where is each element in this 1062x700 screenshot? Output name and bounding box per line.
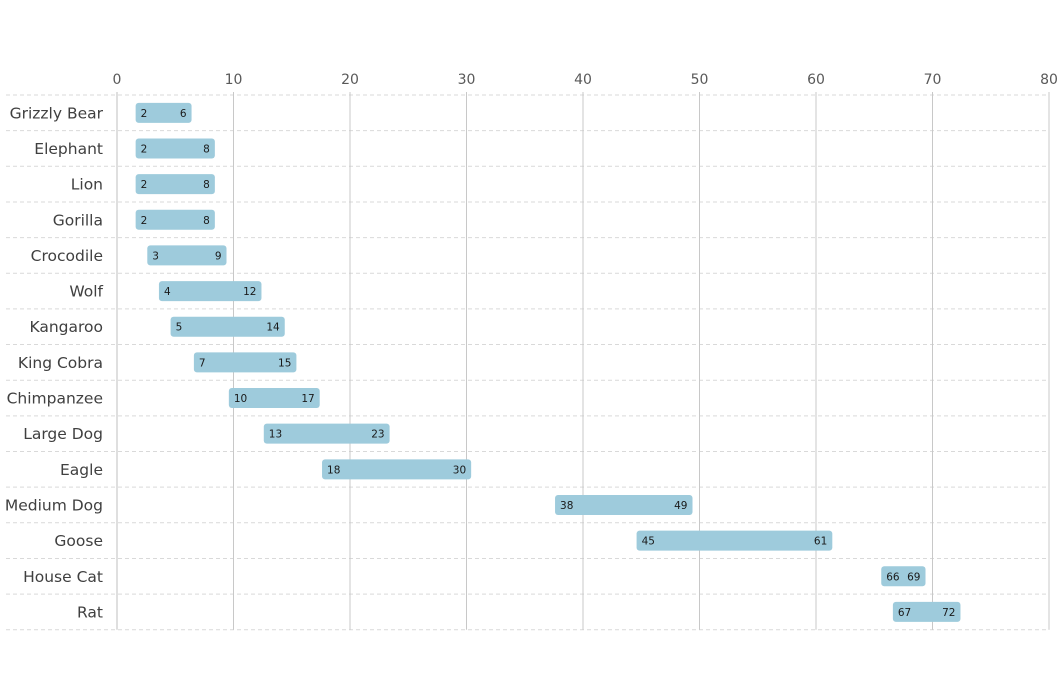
bar-end-label: 72 bbox=[942, 607, 955, 619]
x-tick-label: 50 bbox=[691, 72, 709, 88]
bar-end-label: 30 bbox=[453, 464, 466, 476]
range-bar bbox=[228, 388, 320, 409]
range-bar bbox=[135, 138, 215, 159]
range-bar bbox=[135, 102, 192, 123]
category-label: Wolf bbox=[69, 283, 103, 301]
category-label: House Cat bbox=[23, 568, 103, 586]
x-tick-label: 30 bbox=[458, 72, 476, 88]
bar-end-label: 61 bbox=[814, 536, 827, 548]
bar-end-label: 17 bbox=[301, 393, 314, 405]
bar-end-label: 15 bbox=[278, 357, 291, 369]
category-label: Grizzly Bear bbox=[10, 104, 104, 122]
x-tick-label: 0 bbox=[113, 72, 122, 88]
category-label: Lion bbox=[71, 176, 103, 194]
range-bar bbox=[881, 566, 926, 587]
category-label: Goose bbox=[54, 532, 103, 550]
category-label: Rat bbox=[77, 603, 103, 621]
bar-start-label: 10 bbox=[234, 393, 247, 405]
bar-end-label: 14 bbox=[266, 322, 280, 334]
range-bar bbox=[555, 494, 693, 515]
category-label: Large Dog bbox=[23, 425, 103, 443]
label-layer: 0 10 20 30 40 50 60 70 80 Grizzly Bear 2 6 Elephant 2… bbox=[5, 72, 1058, 621]
bar-end-label: 12 bbox=[243, 286, 256, 298]
category-label: Eagle bbox=[60, 461, 103, 479]
range-bar bbox=[147, 245, 227, 266]
bar-start-label: 66 bbox=[886, 571, 900, 583]
bar-start-label: 4 bbox=[164, 286, 171, 298]
category-label: Chimpanzee bbox=[7, 390, 103, 408]
bar-start-label: 5 bbox=[176, 322, 183, 334]
range-bar bbox=[135, 174, 215, 195]
bar-end-label: 8 bbox=[203, 143, 210, 155]
range-bar bbox=[170, 316, 285, 337]
bar-end-label: 69 bbox=[907, 571, 920, 583]
category-label: Elephant bbox=[34, 140, 103, 158]
range-bar bbox=[158, 281, 262, 302]
range-bar bbox=[322, 459, 472, 480]
bar-start-label: 13 bbox=[269, 429, 282, 441]
grid-layer bbox=[6, 92, 1050, 631]
bar-start-label: 3 bbox=[152, 250, 159, 262]
bar-end-label: 8 bbox=[203, 215, 210, 227]
bar-end-label: 9 bbox=[215, 250, 222, 262]
category-label: Gorilla bbox=[53, 211, 103, 229]
bar-start-label: 7 bbox=[199, 357, 206, 369]
x-tick-label: 60 bbox=[807, 72, 825, 88]
bar-start-label: 2 bbox=[141, 215, 148, 227]
bar-start-label: 2 bbox=[141, 179, 148, 191]
range-bar bbox=[892, 601, 961, 622]
x-tick-label: 20 bbox=[341, 72, 359, 88]
bar-end-label: 49 bbox=[674, 500, 687, 512]
bar-start-label: 67 bbox=[898, 607, 911, 619]
range-bar bbox=[636, 530, 833, 551]
bar-end-label: 23 bbox=[371, 429, 384, 441]
bar-start-label: 18 bbox=[327, 464, 340, 476]
range-bar bbox=[135, 209, 215, 230]
bar-start-label: 2 bbox=[141, 143, 148, 155]
category-label: Kangaroo bbox=[29, 318, 103, 336]
range-bar bbox=[193, 352, 297, 373]
bar-layer bbox=[135, 102, 961, 622]
bar-end-label: 6 bbox=[180, 108, 187, 120]
bar-start-label: 2 bbox=[141, 108, 148, 120]
x-tick-label: 80 bbox=[1040, 72, 1058, 88]
bar-start-label: 45 bbox=[642, 536, 655, 548]
category-label: Crocodile bbox=[31, 247, 103, 265]
range-bar bbox=[263, 423, 390, 444]
category-label: King Cobra bbox=[18, 354, 103, 372]
x-tick-label: 10 bbox=[225, 72, 243, 88]
bar-end-label: 8 bbox=[203, 179, 210, 191]
category-label: Medium Dog bbox=[5, 496, 103, 514]
x-tick-label: 70 bbox=[924, 72, 942, 88]
x-tick-label: 40 bbox=[574, 72, 592, 88]
bar-start-label: 38 bbox=[560, 500, 573, 512]
